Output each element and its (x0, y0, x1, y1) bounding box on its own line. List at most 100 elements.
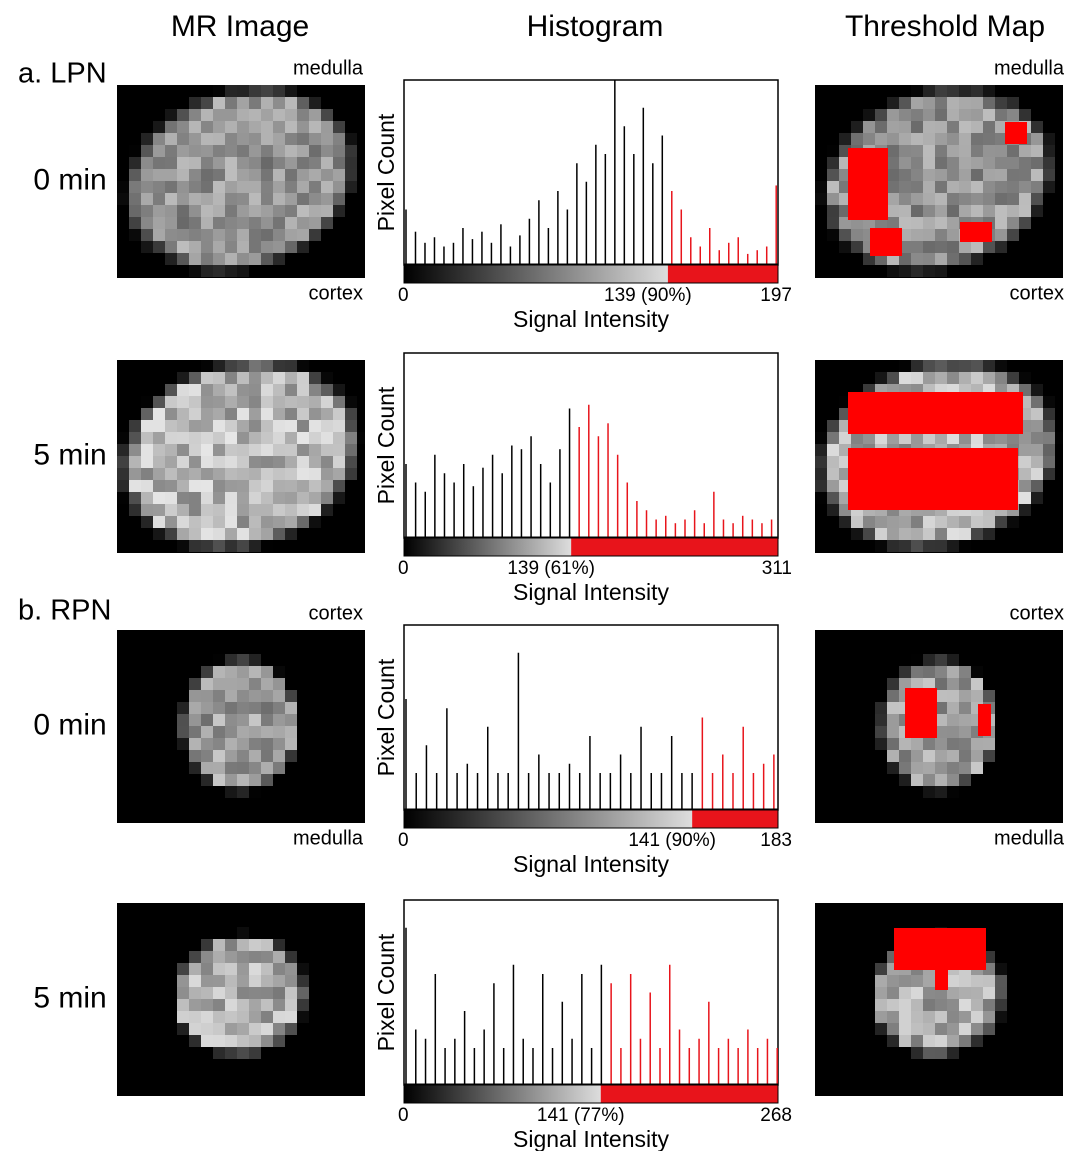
column-header: Histogram (527, 10, 664, 43)
pixel (923, 241, 935, 253)
pixel (165, 444, 177, 456)
pixel (129, 145, 141, 157)
pixel (923, 97, 935, 109)
pixel (117, 492, 129, 504)
pixel (285, 975, 297, 987)
pixel (237, 678, 249, 690)
pixel (201, 265, 213, 277)
pixel (333, 432, 345, 444)
pixel (887, 678, 899, 690)
pixel (273, 480, 285, 492)
pixel (995, 205, 1007, 217)
pixel (177, 528, 189, 540)
orientation-label: medulla (994, 827, 1065, 849)
pixel (911, 253, 923, 265)
pixel (225, 169, 237, 181)
pixel (995, 999, 1007, 1011)
pixel (851, 516, 863, 528)
pixel (911, 432, 923, 444)
pixel (899, 97, 911, 109)
pixel (899, 999, 911, 1011)
pixel (165, 528, 177, 540)
pixel (959, 145, 971, 157)
pixel (297, 516, 309, 528)
pixel (923, 229, 935, 241)
pixel (177, 480, 189, 492)
pixel (189, 468, 201, 480)
mr-image (117, 85, 365, 278)
pixel (935, 774, 947, 786)
pixel (309, 97, 321, 109)
pixel (249, 145, 261, 157)
pixel (189, 444, 201, 456)
pixel (177, 987, 189, 999)
pixel (851, 528, 863, 540)
pixel (947, 528, 959, 540)
pixel (237, 229, 249, 241)
pixel (117, 456, 129, 468)
pixel (261, 468, 273, 480)
pixel (1019, 504, 1031, 516)
pixel (971, 999, 983, 1011)
pixel (201, 987, 213, 999)
pixel (321, 157, 333, 169)
pixel (261, 1011, 273, 1023)
pixel (225, 396, 237, 408)
pixel (237, 666, 249, 678)
pixel (815, 456, 827, 468)
pixel (947, 157, 959, 169)
pixel (261, 999, 273, 1011)
pixel (297, 975, 309, 987)
pixel (177, 432, 189, 444)
pixel (237, 987, 249, 999)
pixel (995, 229, 1007, 241)
pixel (261, 97, 273, 109)
pixel (213, 193, 225, 205)
pixel (213, 1023, 225, 1035)
pixel (863, 528, 875, 540)
pixel (153, 145, 165, 157)
pixel (177, 492, 189, 504)
pixel (213, 420, 225, 432)
pixel (189, 714, 201, 726)
pixel (1043, 432, 1055, 444)
pixel (345, 133, 357, 145)
pixel (213, 169, 225, 181)
pixel (297, 1011, 309, 1023)
pixel (225, 456, 237, 468)
pixel (1031, 420, 1043, 432)
pixel (249, 738, 261, 750)
pixel (177, 169, 189, 181)
pixel (827, 504, 839, 516)
pixel (887, 714, 899, 726)
pixel (261, 420, 273, 432)
pixel (923, 193, 935, 205)
pixel (141, 444, 153, 456)
pixel (935, 702, 947, 714)
pixel (189, 492, 201, 504)
pixel (815, 444, 827, 456)
pixel (213, 492, 225, 504)
pixel (285, 468, 297, 480)
pixel (995, 241, 1007, 253)
pixel (117, 468, 129, 480)
pixel (911, 654, 923, 666)
pixel (249, 690, 261, 702)
pixel (189, 145, 201, 157)
pixel (165, 420, 177, 432)
pixel (273, 157, 285, 169)
pixel (863, 432, 875, 444)
pixel (321, 205, 333, 217)
pixel (285, 516, 297, 528)
pixel (959, 193, 971, 205)
pixel (947, 654, 959, 666)
colorbar-red (571, 538, 778, 556)
pixel (141, 516, 153, 528)
pixel (875, 1011, 887, 1023)
pixel (815, 193, 827, 205)
pixel (249, 1023, 261, 1035)
pixel (911, 528, 923, 540)
pixel (249, 456, 261, 468)
pixel (959, 1035, 971, 1047)
pixel (899, 121, 911, 133)
